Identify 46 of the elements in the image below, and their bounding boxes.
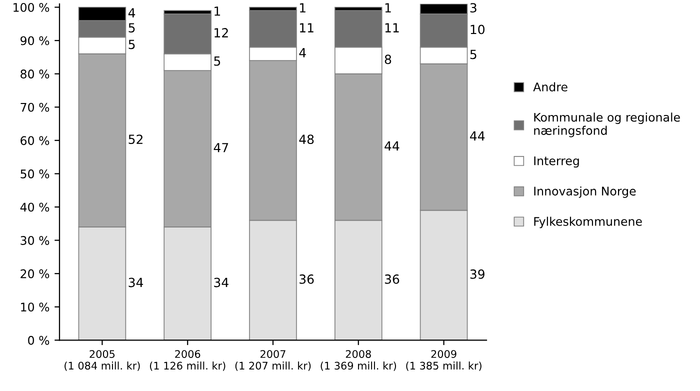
y-tick-label: 90 % — [20, 36, 50, 46]
data-label: 44 — [384, 141, 400, 151]
data-label: 52 — [128, 134, 142, 144]
x-tick-label: 2005 (1 084 mill. kr) — [64, 350, 140, 371]
data-label: 4 — [128, 8, 136, 18]
data-label: 34 — [128, 278, 144, 288]
y-tick-label: 40 % — [20, 202, 50, 212]
y-tick-label: 100 % — [14, 2, 50, 12]
data-label: 11 — [385, 23, 399, 32]
y-tick-label: 10 % — [21, 302, 50, 312]
data-label: 11 — [300, 23, 314, 32]
data-label: 12 — [214, 28, 228, 38]
x-tick-label: 2009 (1 385 mill. kr) — [406, 350, 482, 371]
data-label: 1 — [300, 3, 306, 12]
y-tick-label: 80 % — [20, 70, 50, 78]
y-tick-label: 50 % — [20, 169, 50, 178]
data-label: 4 — [299, 48, 306, 58]
y-tick-label: 70 % — [20, 102, 50, 112]
data-label: 1 — [385, 3, 391, 12]
data-label: 36 — [384, 274, 400, 284]
data-label: 34 — [214, 278, 228, 288]
legend-label: Andre — [533, 82, 568, 92]
data-label: 48 — [299, 134, 314, 144]
y-tick-label: 30 % — [20, 236, 50, 245]
legend-label: Interreg — [534, 156, 579, 168]
data-label: 5 — [470, 50, 476, 60]
data-label: 5 — [214, 56, 220, 66]
legend-label: Fylkeskommunene — [534, 216, 642, 228]
x-tick-label: 2007 (1 207 mill. kr) — [235, 350, 311, 371]
data-label: 39 — [470, 269, 484, 279]
legend-label: Kommunale og regionale næringsfond — [534, 112, 680, 138]
data-label: 8 — [384, 54, 392, 64]
data-label: 10 — [470, 24, 484, 34]
data-label: 47 — [214, 143, 228, 152]
x-tick-label: 2008 (1 369 mill. kr) — [320, 350, 396, 371]
data-label: 1 — [214, 6, 220, 16]
y-tick-label: 0 % — [28, 336, 50, 345]
data-label: 3 — [470, 3, 476, 13]
data-label: 36 — [300, 274, 314, 284]
data-label: 5 — [128, 40, 135, 50]
x-tick-label: 2006 (1 126 mill. kr) — [150, 350, 226, 371]
y-tick-label: 20 % — [20, 269, 50, 278]
data-label: 5 — [128, 23, 135, 33]
y-tick-label: 60 % — [20, 136, 50, 146]
legend-label: Innovasjon Norge — [534, 186, 636, 198]
data-label: 44 — [470, 131, 485, 141]
